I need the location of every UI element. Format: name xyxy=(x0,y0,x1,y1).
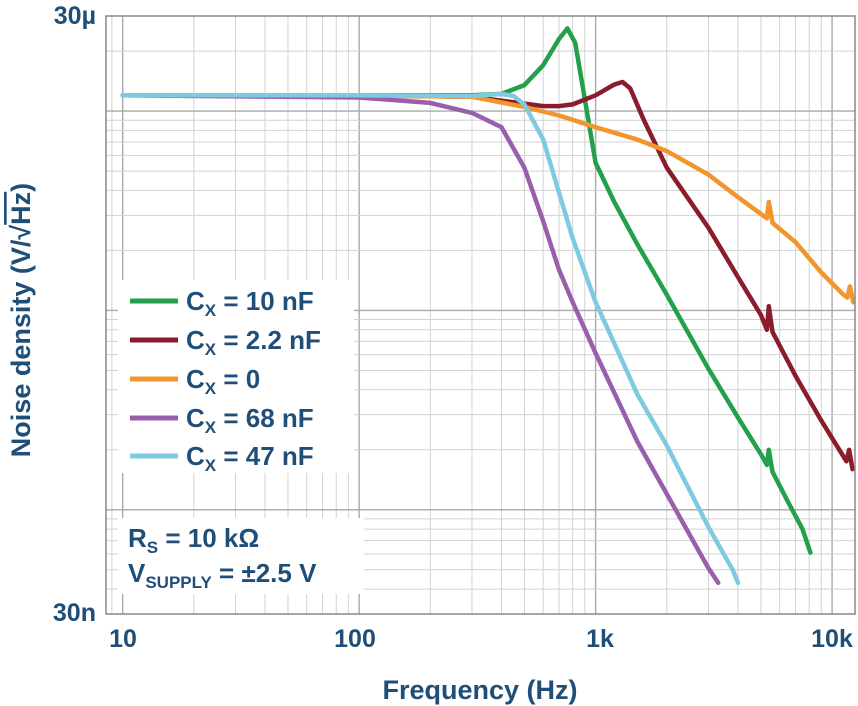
series-line-0 xyxy=(120,26,813,555)
svg-text:CX = 10 nF: CX = 10 nF xyxy=(186,286,314,320)
svg-text:VSUPPLY = ±2.5 V: VSUPPLY = ±2.5 V xyxy=(128,558,317,592)
x-tick-label-10: 10 xyxy=(109,625,137,653)
series-line-4 xyxy=(120,91,741,586)
svg-text:RS = 10 kΩ: RS = 10 kΩ xyxy=(128,523,259,557)
plot-frame xyxy=(105,15,856,615)
legend: CX = 10 nF CX = 2.2 nF CX = 0 CX = 68 nF… xyxy=(118,280,354,475)
y-axis-label: Noise density (V/√Hz) xyxy=(6,183,36,457)
series-line-2 xyxy=(120,93,855,305)
grid xyxy=(106,16,855,615)
y-tick-label-bottom: 30n xyxy=(53,599,96,627)
svg-text:Noise density (V/√Hz): Noise density (V/√Hz) xyxy=(6,183,36,457)
legend-item: CX = 10 nF xyxy=(130,286,314,320)
series-line-3 xyxy=(120,93,721,586)
x-axis-label: Frequency (Hz) xyxy=(382,675,577,705)
legend-item: CX = 47 nF xyxy=(130,441,314,475)
svg-text:CX = 68 nF: CX = 68 nF xyxy=(186,403,314,437)
svg-text:CX = 2.2 nF: CX = 2.2 nF xyxy=(186,325,321,359)
legend-item: CX = 0 xyxy=(130,364,260,398)
annotation-background xyxy=(118,518,364,594)
y-tick-label-top: 30µ xyxy=(54,2,96,30)
legend-item: CX = 68 nF xyxy=(130,403,314,437)
svg-text:CX = 0: CX = 0 xyxy=(186,364,260,398)
x-tick-label-1k: 1k xyxy=(586,625,614,653)
legend-item: CX = 2.2 nF xyxy=(130,325,321,359)
x-tick-label-10k: 10k xyxy=(811,625,853,653)
x-tick-label-100: 100 xyxy=(334,625,376,653)
annotation: RS = 10 kΩ VSUPPLY = ±2.5 V xyxy=(118,518,364,594)
svg-text:CX = 47 nF: CX = 47 nF xyxy=(186,441,314,475)
series-lines xyxy=(120,26,855,586)
series-line-1 xyxy=(120,79,855,472)
